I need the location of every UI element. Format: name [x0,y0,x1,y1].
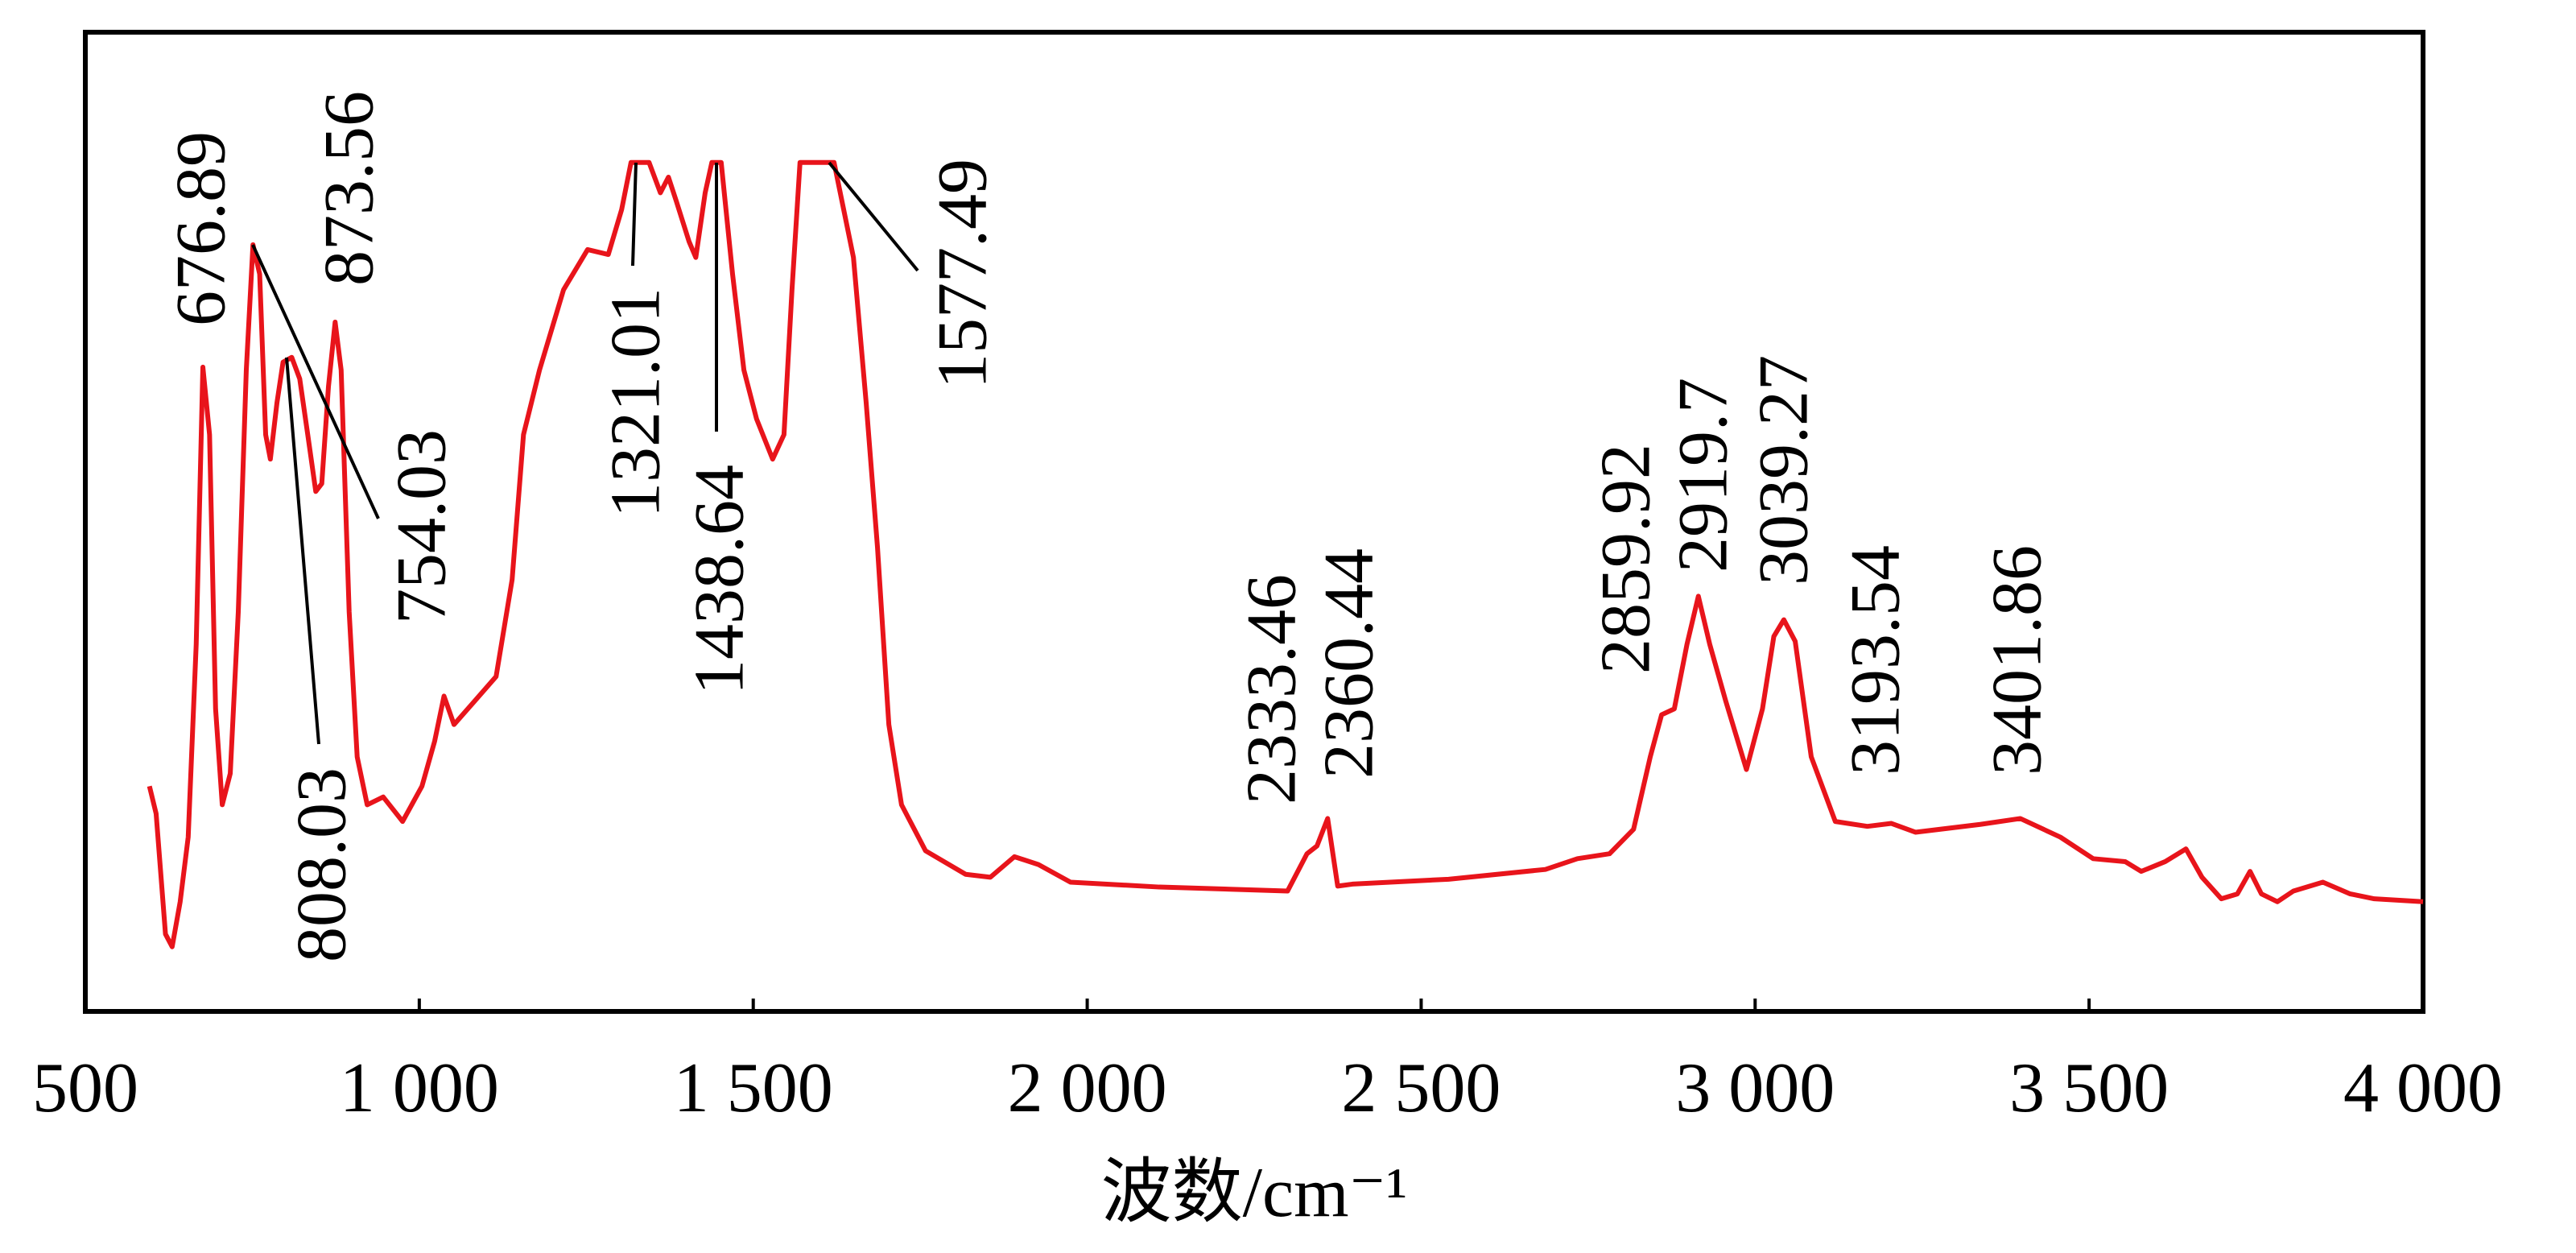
peak-annotation: 2333.46 [1233,574,1311,804]
x-axis-label: 波数/cm⁻¹ [1101,1154,1408,1232]
peak-annotation: 2360.44 [1311,548,1389,779]
peak-annotation: 1321.01 [597,287,675,518]
x-tick-label: 1 000 [340,1049,499,1127]
peak-annotation: 3193.54 [1837,545,1915,775]
peak-annotation: 873.56 [311,91,389,286]
spectrum-line [147,159,2424,949]
annotation-leader [631,162,638,267]
x-tick-label: 3 500 [2009,1049,2169,1127]
peak-annotation: 676.89 [163,131,241,326]
x-tick-label: 2 000 [1008,1049,1167,1127]
peak-annotation: 1577.49 [924,159,1002,389]
x-tick-label: 1 500 [674,1049,833,1127]
peak-annotation: 754.03 [383,429,461,624]
x-tick-label: 500 [32,1049,138,1127]
peak-annotation: 3039.27 [1745,355,1823,585]
x-tick-label: 2 500 [1341,1049,1501,1127]
x-tick-label: 3 000 [1675,1049,1835,1127]
annotation-leader [828,161,919,272]
peak-annotation: 3401.86 [1979,545,2057,775]
annotation-leader [251,244,380,519]
annotation-leader [285,357,320,745]
peak-annotation: 808.03 [283,767,361,962]
x-tick-label: 4 000 [2343,1049,2503,1127]
plot-frame [83,30,2425,1014]
peak-annotation: 2859.92 [1587,444,1666,674]
peak-annotation: 2919.7 [1665,378,1743,573]
peak-annotation: 1438.64 [681,465,759,695]
